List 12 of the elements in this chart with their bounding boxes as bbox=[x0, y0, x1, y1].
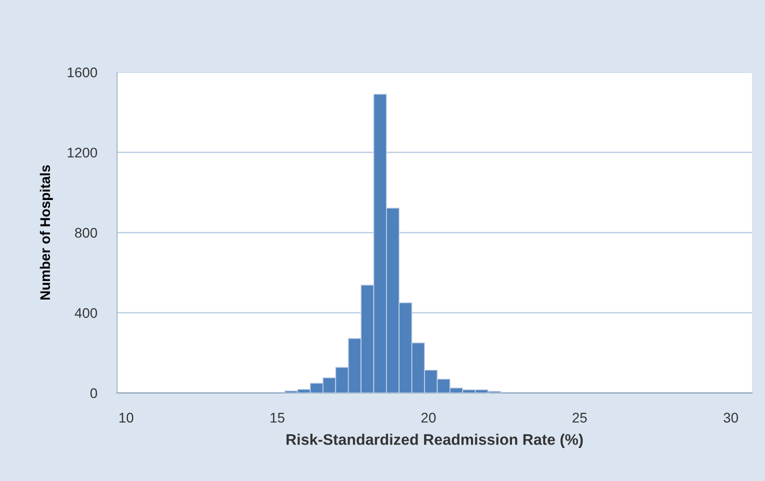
y-tick-label: 800 bbox=[75, 228, 98, 238]
y-tick-label: 1200 bbox=[68, 148, 98, 158]
x-tick-label: 20 bbox=[421, 412, 436, 423]
y-tick-label: 1600 bbox=[68, 67, 98, 78]
x-tick-label: 10 bbox=[119, 412, 134, 423]
y-tick-label: 0 bbox=[90, 388, 98, 398]
x-tick-label: 30 bbox=[724, 412, 738, 423]
y-axis-title: Number of Hospitals bbox=[40, 165, 53, 300]
x-axis-title: Risk-Standardized Readmission Rate (%) bbox=[286, 434, 583, 448]
y-tick-label: 400 bbox=[74, 308, 98, 318]
x-tick-label: 25 bbox=[572, 412, 587, 423]
x-tick-label: 15 bbox=[270, 412, 284, 423]
